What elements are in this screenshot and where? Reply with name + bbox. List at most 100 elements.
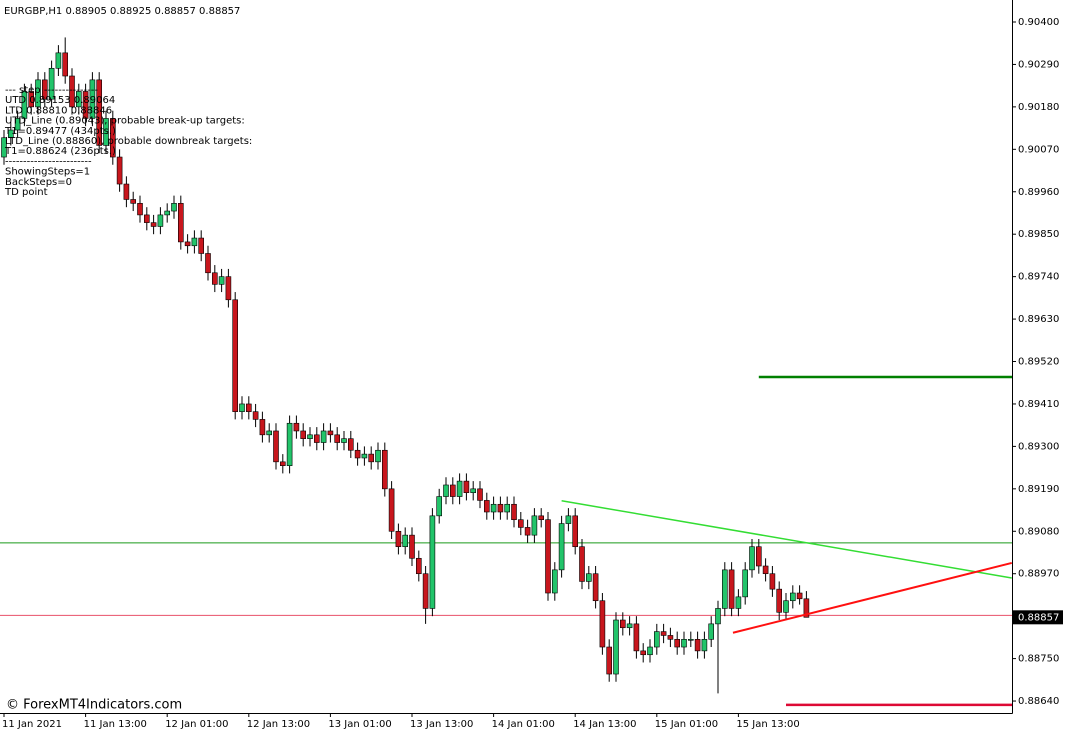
candle-body [572,515,579,548]
candle-body [701,639,708,652]
indicator-info: BackSteps=0 [5,177,72,188]
candle-body [599,600,606,648]
x-tick-label: 13 Jan 01:00 [328,719,391,730]
candle-body [341,438,347,443]
candle-body [497,503,504,513]
candle-body [266,430,273,436]
candle-body [422,573,429,609]
indicator-info: TD point [4,187,48,198]
candle-body [769,573,776,590]
candle-body [273,430,279,463]
candle-body [205,253,211,274]
candle-body [259,419,266,436]
candle-body [504,503,511,513]
candle-body [361,453,368,459]
indicator-info: T1=0.88624 (236pts.) [4,146,116,157]
current-price-label: 0.88857 [1018,612,1059,623]
y-tick-label: 0.89630 [1018,314,1059,325]
candle-body [742,569,749,598]
candle-body [171,203,177,212]
candle-body [157,214,164,227]
candle-body [694,639,701,652]
candle-body [313,434,320,443]
y-tick-label: 0.89300 [1018,441,1059,452]
candle-body [755,546,762,567]
candle-body [35,79,41,108]
candle-body [347,438,354,451]
candle-body [524,527,531,536]
candle-body [198,237,204,254]
y-tick-label: 0.88970 [1018,569,1059,580]
candle-body [252,411,259,420]
candle-body [144,214,150,223]
candle-body [395,530,402,548]
indicator-info: LTD_Line (0.88860), probable downbreak t… [5,136,252,147]
current-price-box [1013,610,1063,625]
y-tick-label: 0.89850 [1018,229,1059,240]
candle-body [735,596,742,609]
candle-body [483,500,490,513]
y-tick-label: 0.90180 [1018,102,1059,113]
candle-body [402,534,409,548]
candle-body [246,403,252,412]
candle-body [613,619,619,675]
candle-body [674,639,681,648]
y-tick-label: 0.89740 [1018,272,1059,283]
candle-body [184,241,191,247]
x-tick-label: 12 Jan 13:00 [247,719,310,730]
x-tick-label: 14 Jan 13:00 [573,719,636,730]
candle-body [21,91,28,119]
y-tick-label: 0.90070 [1018,144,1059,155]
candle-body [89,79,96,119]
candle-body [687,639,694,641]
candle-body [103,118,109,146]
candle-body [388,488,395,532]
candle-body [762,565,769,575]
indicator-info: ShowingSteps=1 [5,167,90,178]
indicator-info: UTD_Line (0.89043), probable break-up ta… [5,116,245,127]
chart-title: EURGBP,H1 0.88905 0.88925 0.88857 0.8885… [4,6,240,17]
y-tick-label: 0.88750 [1018,654,1059,665]
candle-body [164,210,170,216]
candle-body [456,480,463,497]
candle-body [545,519,551,594]
candles [1,37,810,694]
candle-body [286,422,293,466]
y-tick-label: 0.89410 [1018,399,1059,410]
candle-body [633,623,640,652]
candle-body [511,503,517,521]
candle-body [647,646,653,656]
candle-body [1,137,7,158]
candle-body [415,557,422,575]
candle-body [232,299,238,412]
candle-body [225,276,232,301]
candle-body [721,569,728,609]
candle-body [681,639,687,648]
candle-body [463,480,470,493]
candle-body [82,91,89,119]
candle-body [619,619,626,629]
candle-body [28,91,35,108]
candle-body [41,79,48,100]
candle-body [443,484,449,497]
candle-body [565,515,572,524]
candle-body [409,534,415,559]
x-tick-label: 13 Jan 13:00 [410,719,473,730]
candle-body [708,623,715,640]
y-tick-label: 0.89190 [1018,484,1059,495]
candle-body [667,635,674,640]
candle-body [307,434,313,439]
candle-body [558,523,565,571]
x-tick-label: 15 Jan 13:00 [736,719,799,730]
candle-body [531,515,538,536]
candle-body [517,519,524,528]
candle-body [381,449,388,490]
candle-body [137,203,143,216]
candle-body [239,403,245,412]
candle-body [715,608,721,625]
candle-body [796,592,803,600]
trendline [561,500,1012,579]
candle-body [62,52,69,77]
